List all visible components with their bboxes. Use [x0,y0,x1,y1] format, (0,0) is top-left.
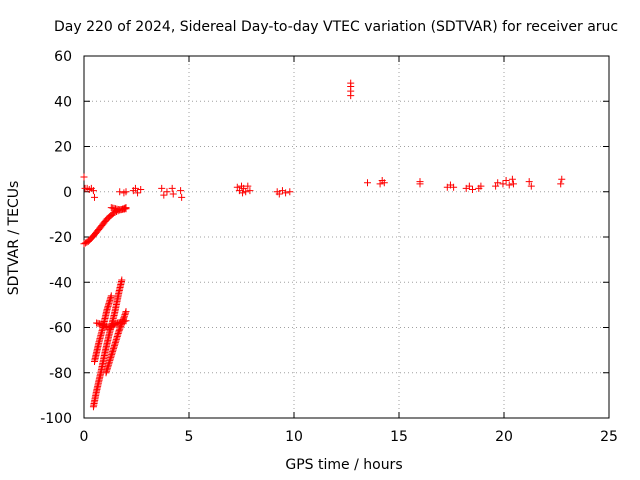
track-point [121,311,129,319]
data-point [116,188,124,196]
data-point [380,179,388,187]
data-point [286,188,294,196]
data-point [246,187,254,195]
data-point [91,193,98,201]
data-point [169,190,177,198]
chart-title: Day 220 of 2024, Sidereal Day-to-day VTE… [54,19,619,35]
data-point [160,191,168,199]
data-point [465,182,473,190]
data-point [364,179,371,187]
data-point [558,175,566,183]
data-point [527,182,535,190]
axes: 0 5 10 15 20 25 -100 -80 -60 -40 -20 0 20 40 60 [40,49,618,445]
track-point [109,209,117,217]
data-point [502,176,510,184]
data-point [242,188,250,196]
data-point [275,190,283,198]
data-point [469,185,476,193]
data-point [134,189,142,197]
data-point [525,178,533,186]
data-point [282,189,290,197]
y-tick-label: 20 [54,140,72,156]
x-tick-label: 25 [600,429,618,445]
data-point [163,188,171,196]
track-point [118,276,126,284]
data-point [122,188,130,196]
x-tick-label: 15 [390,429,408,445]
data-point [499,180,507,188]
data-point [178,193,186,201]
data-point [494,179,502,187]
data-point [158,184,166,192]
data-point [450,183,458,191]
track-point [121,204,129,212]
data-point [131,184,139,192]
data-point [509,180,517,188]
y-tick-label: -60 [49,321,72,337]
data-point [244,182,252,190]
y-tick-label: 40 [54,94,72,110]
gridlines [84,56,609,418]
track-point [122,204,130,212]
data-point [508,175,516,183]
data-point [557,180,565,188]
y-axis-label: SDTVAR / TECUs [6,180,22,296]
y-tick-label: 0 [63,185,72,201]
x-tick-label: 5 [185,429,194,445]
y-tick-label: -40 [49,275,72,291]
data-point [137,185,145,193]
y-tick-label: -20 [49,230,72,246]
y-tick-label: 60 [54,49,72,65]
track-point [121,309,129,317]
track-point [122,317,130,325]
data-point [239,189,247,197]
data-point [477,182,485,190]
data-points [80,79,566,411]
x-tick-label: 10 [285,429,303,445]
y-tick-label: -100 [40,411,72,427]
plot-frame [83,55,610,419]
data-point [80,173,88,181]
track-point [107,292,115,300]
x-tick-label: 0 [80,429,89,445]
data-point [89,187,97,195]
data-point [416,180,424,188]
data-point [347,79,355,87]
x-tick-label: 20 [495,429,513,445]
track-point [122,308,130,316]
data-point [168,184,176,192]
data-point [177,187,185,195]
x-axis-label: GPS time / hours [285,457,403,473]
data-point [505,181,513,189]
y-tick-label: -80 [49,366,72,382]
